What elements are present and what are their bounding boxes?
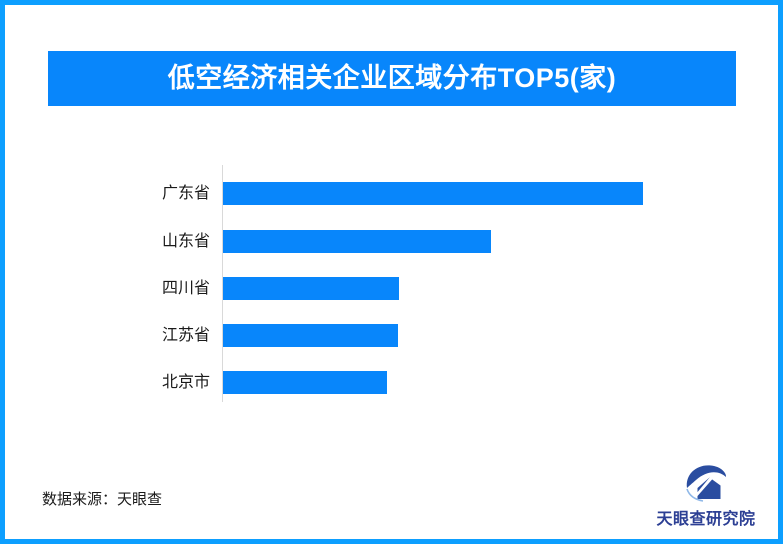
category-label: 广东省 bbox=[161, 185, 210, 202]
bar-guangdong bbox=[223, 182, 643, 205]
tianyancha-logo-text: 天眼查研究院 bbox=[656, 511, 756, 528]
category-label: 山东省 bbox=[161, 233, 210, 250]
bar-beijing bbox=[223, 371, 387, 394]
bar-chart: 广东省 山东省 四川省 江苏省 北京市 bbox=[5, 5, 778, 539]
category-label: 四川省 bbox=[161, 280, 210, 297]
tianyancha-eye-logo-icon bbox=[686, 465, 727, 502]
bar-sichuan bbox=[223, 277, 399, 300]
data-source-note: 数据来源：天眼查 bbox=[42, 491, 163, 508]
bar-jiangsu bbox=[223, 324, 399, 347]
tianyancha-logo: 天眼查研究院 bbox=[655, 461, 757, 529]
category-label: 江苏省 bbox=[161, 327, 210, 344]
bar-shandong bbox=[223, 230, 491, 253]
y-axis-line bbox=[222, 165, 223, 402]
chart-title-banner: 低空经济相关企业区域分布TOP5(家) bbox=[48, 51, 736, 106]
chart-title: 低空经济相关企业区域分布TOP5(家) bbox=[167, 63, 617, 93]
category-label: 北京市 bbox=[161, 374, 210, 391]
